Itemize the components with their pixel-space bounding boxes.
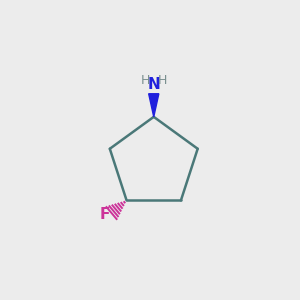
Text: H: H (158, 74, 167, 87)
Text: N: N (147, 77, 160, 92)
Text: F: F (100, 207, 110, 222)
Text: H: H (140, 74, 150, 87)
Polygon shape (149, 94, 159, 117)
